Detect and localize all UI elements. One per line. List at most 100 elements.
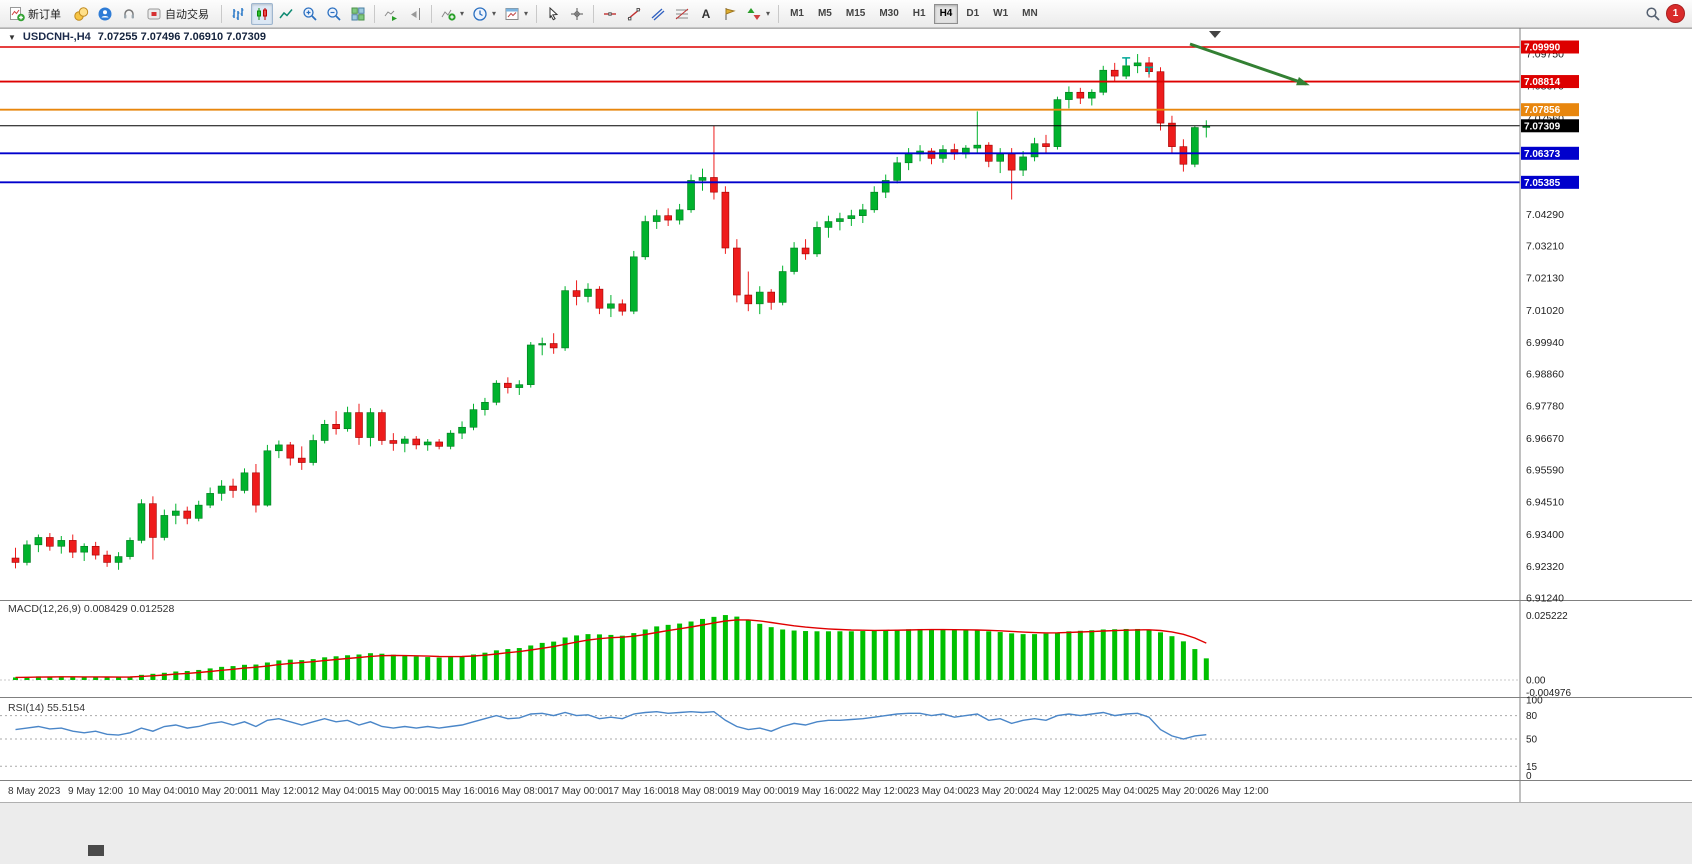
svg-text:6.93400: 6.93400 bbox=[1526, 529, 1564, 541]
price-line-label bbox=[1521, 75, 1579, 89]
svg-text:23 May 20:00: 23 May 20:00 bbox=[968, 786, 1029, 797]
tf-m15[interactable]: M15 bbox=[840, 4, 871, 24]
chart-shift-icon bbox=[411, 7, 420, 20]
bottom-strip bbox=[0, 802, 1692, 864]
support-button[interactable] bbox=[118, 3, 140, 25]
chevron-down-icon: ▾ bbox=[766, 9, 771, 18]
cursor-button[interactable] bbox=[542, 3, 564, 25]
svg-text:23 May 04:00: 23 May 04:00 bbox=[908, 786, 969, 797]
svg-text:10 May 20:00: 10 May 20:00 bbox=[188, 786, 249, 797]
fibonacci-button[interactable] bbox=[671, 3, 693, 25]
svg-text:11 May 12:00: 11 May 12:00 bbox=[248, 786, 308, 797]
svg-text:7.06373: 7.06373 bbox=[1524, 149, 1561, 160]
zoom-in-button[interactable] bbox=[299, 3, 321, 25]
svg-text:6.99940: 6.99940 bbox=[1526, 337, 1564, 349]
svg-text:0.00: 0.00 bbox=[1526, 676, 1546, 687]
svg-text:100: 100 bbox=[1526, 696, 1543, 707]
notification-badge[interactable]: 1 bbox=[1666, 4, 1685, 23]
candlestick-chart-button[interactable] bbox=[251, 2, 273, 25]
tf-d1[interactable]: D1 bbox=[960, 4, 985, 24]
community-icon bbox=[98, 7, 112, 20]
price-lines[interactable] bbox=[0, 46, 1520, 184]
tf-h1[interactable]: H1 bbox=[907, 4, 932, 24]
coins-button[interactable] bbox=[70, 3, 92, 25]
templates-button[interactable]: ▾ bbox=[501, 3, 531, 25]
auto-trading-label: 自动交易 bbox=[165, 8, 209, 21]
text-icon: A bbox=[702, 7, 711, 21]
toolbar-separator bbox=[431, 4, 432, 23]
auto-scroll-icon bbox=[384, 10, 397, 21]
svg-text:15 May 16:00: 15 May 16:00 bbox=[428, 786, 489, 797]
time-axis: 8 May 2023 9 May 12:00 10 May 04:00 10 May … bbox=[8, 786, 1269, 797]
svg-text:7.07856: 7.07856 bbox=[1524, 105, 1561, 116]
svg-text:6.92320: 6.92320 bbox=[1526, 561, 1564, 573]
auto-scroll-button[interactable] bbox=[380, 3, 402, 25]
svg-text:-0.004976: -0.004976 bbox=[1526, 688, 1571, 699]
indicators-icon bbox=[441, 9, 456, 21]
collapse-arrow-icon[interactable]: ▼ bbox=[8, 32, 16, 42]
svg-text:16 May 08:00: 16 May 08:00 bbox=[488, 786, 549, 797]
toolbar-separator bbox=[374, 4, 375, 23]
svg-text:7.07309: 7.07309 bbox=[1524, 121, 1561, 132]
channel-button[interactable] bbox=[647, 3, 669, 25]
new-order-button[interactable]: 新订单 bbox=[5, 3, 68, 25]
chart-shift-button[interactable] bbox=[404, 3, 426, 25]
trend-arrow-annotation[interactable] bbox=[1189, 42, 1310, 86]
channel-icon bbox=[651, 8, 665, 20]
toolbar-separator bbox=[778, 4, 780, 23]
tf-h4[interactable]: H4 bbox=[933, 3, 959, 24]
svg-text:80: 80 bbox=[1526, 711, 1538, 722]
candlestick-chart-icon bbox=[257, 7, 267, 20]
toolbar: 新订单 自动交易 bbox=[0, 0, 1692, 28]
zoom-out-icon bbox=[327, 6, 341, 21]
price-line-label bbox=[1521, 175, 1579, 189]
trade-marker bbox=[1122, 57, 1131, 65]
periods-button[interactable]: ▾ bbox=[469, 3, 499, 25]
macd-label: MACD(12,26,9) 0.008429 0.012528 bbox=[8, 603, 175, 615]
svg-text:7.01020: 7.01020 bbox=[1526, 305, 1564, 317]
rsi-panel: RSI(14) 55.5154 100 80 50 150 bbox=[0, 696, 1543, 782]
bar-chart-button[interactable] bbox=[227, 3, 249, 25]
search-button[interactable] bbox=[1642, 3, 1664, 25]
community-button[interactable] bbox=[94, 3, 116, 25]
rsi-line bbox=[15, 710, 1207, 740]
line-chart-button[interactable] bbox=[275, 3, 297, 25]
horizontal-line-button[interactable] bbox=[599, 3, 621, 25]
chart-background bbox=[0, 28, 1692, 802]
indicators-button[interactable]: ▾ bbox=[437, 3, 467, 25]
tile-windows-button[interactable] bbox=[347, 3, 369, 25]
chart-symbol-period: USDCNH-,H4 bbox=[22, 31, 91, 43]
tf-m1[interactable]: M1 bbox=[784, 4, 810, 24]
toolbar-separator bbox=[536, 4, 538, 23]
flag-icon bbox=[725, 7, 736, 20]
tf-w1[interactable]: W1 bbox=[987, 4, 1014, 24]
chart-shift-marker[interactable] bbox=[1209, 31, 1221, 38]
svg-text:7.08814: 7.08814 bbox=[1524, 77, 1561, 88]
toolbar-separator bbox=[221, 4, 222, 23]
svg-text:6.91240: 6.91240 bbox=[1526, 593, 1564, 605]
tf-m30[interactable]: M30 bbox=[873, 4, 904, 24]
svg-text:6.96670: 6.96670 bbox=[1526, 433, 1564, 445]
trendline-button[interactable] bbox=[623, 3, 645, 25]
svg-text:24 May 12:00: 24 May 12:00 bbox=[1028, 786, 1089, 797]
auto-trading-button[interactable]: 自动交易 bbox=[142, 3, 216, 25]
text-label-button[interactable] bbox=[719, 3, 741, 25]
clock-icon bbox=[473, 6, 487, 21]
crosshair-button bbox=[566, 3, 588, 25]
tf-m5[interactable]: M5 bbox=[812, 4, 838, 24]
coins-icon bbox=[74, 6, 89, 21]
fibonacci-icon bbox=[675, 8, 689, 19]
text-button[interactable]: A bbox=[695, 3, 717, 25]
trendline-icon bbox=[627, 7, 641, 20]
chart-title: ▼ USDCNH-,H4 7.07255 7.07496 7.06910 7.0… bbox=[8, 31, 266, 43]
arrows-icon bbox=[747, 7, 761, 20]
toolbar-separator bbox=[593, 4, 595, 23]
svg-text:7.02130: 7.02130 bbox=[1526, 272, 1564, 284]
svg-text:19 May 16:00: 19 May 16:00 bbox=[788, 786, 849, 797]
bar-chart-icon bbox=[232, 7, 244, 20]
line-chart-icon bbox=[279, 8, 293, 18]
tf-mn[interactable]: MN bbox=[1016, 4, 1044, 24]
zoom-out-button[interactable] bbox=[323, 3, 345, 25]
arrows-button[interactable]: ▾ bbox=[743, 3, 773, 25]
